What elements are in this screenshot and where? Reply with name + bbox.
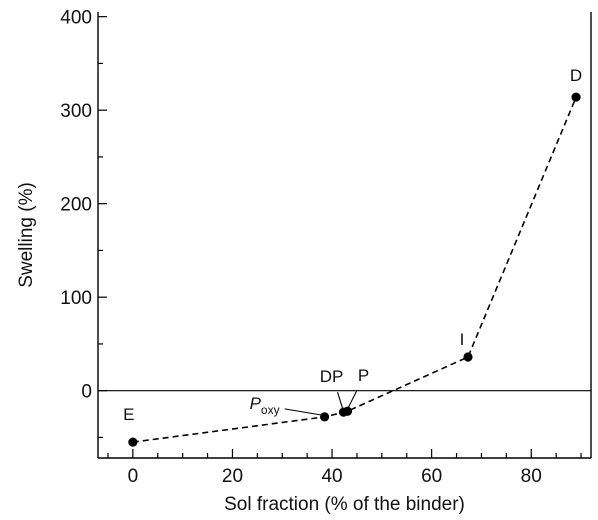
point-label: D xyxy=(570,66,582,85)
data-point xyxy=(463,352,473,362)
points-layer xyxy=(128,92,581,447)
y-tick-label: 0 xyxy=(81,382,92,403)
data-point xyxy=(342,406,353,416)
point-label: DP xyxy=(320,367,344,386)
y-tick-label: 100 xyxy=(60,288,92,309)
data-point xyxy=(128,437,138,447)
point-label: I xyxy=(460,330,465,349)
x-tick-label: 20 xyxy=(222,466,243,487)
y-tick-label: 200 xyxy=(60,195,92,216)
y-tick-label: 300 xyxy=(60,101,92,122)
axes-layer: 0 100 200 300 400 0 20 40 60 80 xyxy=(60,8,592,487)
y-tick-label: 400 xyxy=(60,8,92,29)
x-tick-label: 60 xyxy=(421,466,442,487)
point-label: Poxy xyxy=(250,394,280,417)
point-label: P xyxy=(358,366,369,385)
x-tick-label: 0 xyxy=(128,466,139,487)
label-leader-line xyxy=(284,408,321,416)
point-labels-layer: E Poxy DP P I D xyxy=(123,66,582,424)
label-leader-line xyxy=(347,391,357,408)
x-axis-title: Sol fraction (% of the binder) xyxy=(224,494,465,515)
y-axis-title: Swelling (%) xyxy=(16,182,37,288)
label-leader-line xyxy=(336,392,344,409)
x-tick-label: 40 xyxy=(321,466,342,487)
point-label: E xyxy=(123,405,134,424)
point-label-sub: oxy xyxy=(261,403,280,417)
x-tick-label: 80 xyxy=(521,466,542,487)
data-point xyxy=(571,92,581,102)
data-point xyxy=(319,412,330,422)
point-label-main: P xyxy=(250,394,262,413)
